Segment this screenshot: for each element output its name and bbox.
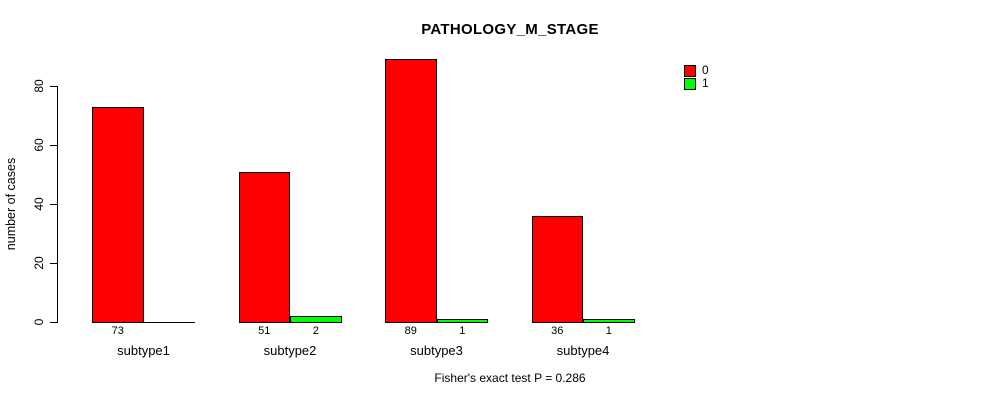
bar-value-label: 51 [258, 325, 271, 337]
bar-subtype1-series-0 [92, 106, 144, 323]
bar-value-label: 73 [111, 325, 124, 337]
bar-subtype2-series-1 [290, 316, 342, 323]
bar-subtype2-series-0 [238, 171, 290, 323]
y-axis-tick-label: 40 [32, 197, 46, 211]
legend-label: 0 [702, 63, 709, 77]
bar-value-label: 1 [605, 325, 612, 337]
category-label-subtype4: subtype4 [556, 343, 610, 358]
y-axis-line [57, 86, 58, 323]
bar-subtype3-series-1 [436, 319, 488, 323]
legend-item-0: 0 [684, 64, 709, 77]
y-axis-tick [50, 322, 57, 323]
legend-swatch-icon [684, 64, 696, 77]
bar-value-label: 1 [459, 325, 466, 337]
y-axis-label: number of cases [4, 157, 18, 251]
y-axis-tick-label: 60 [32, 138, 46, 152]
legend-label: 1 [702, 76, 709, 90]
category-label-subtype2: subtype2 [263, 343, 317, 358]
chart-title: PATHOLOGY_M_STAGE [421, 21, 599, 38]
stat-test-annotation: Fisher's exact test P = 0.286 [434, 371, 586, 385]
legend-swatch-icon [684, 77, 696, 90]
category-label-subtype1: subtype1 [117, 343, 170, 358]
bar-value-label: 89 [404, 325, 417, 337]
y-axis-tick-label: 20 [32, 256, 46, 270]
legend-item-1: 1 [684, 77, 709, 90]
y-axis-tick [50, 204, 57, 205]
y-axis-tick [50, 263, 57, 264]
bar-value-label: 2 [312, 325, 319, 337]
bar-value-label: 36 [551, 325, 564, 337]
y-axis-tick-label: 0 [32, 318, 46, 326]
bar-subtype4-series-0 [531, 215, 583, 323]
y-axis-tick [50, 86, 57, 87]
y-axis-tick [50, 145, 57, 146]
bar-subtype3-series-0 [385, 59, 437, 323]
category-label-subtype3: subtype3 [410, 343, 463, 358]
x-axis-baseline [92, 322, 195, 323]
y-axis-tick-label: 80 [32, 79, 46, 93]
bar-subtype4-series-1 [583, 319, 635, 323]
